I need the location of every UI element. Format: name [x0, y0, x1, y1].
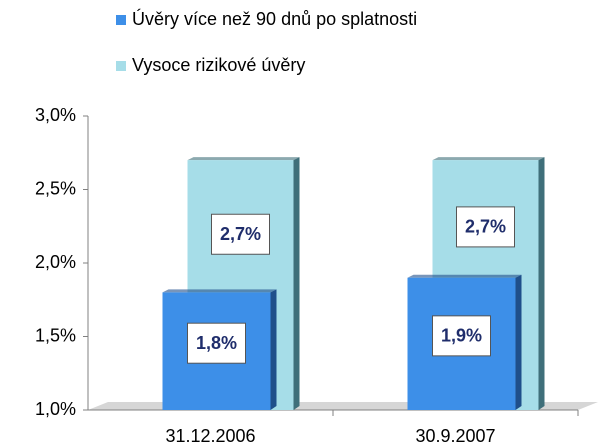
- bar-side: [293, 157, 300, 410]
- bar-side: [538, 157, 545, 410]
- value-label: 1,9%: [441, 326, 482, 346]
- value-label-box: [211, 213, 270, 255]
- bar-top: [187, 157, 300, 161]
- y-tick-label: 2,5%: [35, 178, 76, 198]
- value-label-box: [432, 315, 491, 357]
- bar-side: [270, 289, 277, 410]
- y-tick-label: 1,5%: [35, 325, 76, 345]
- legend-swatch: [116, 15, 126, 25]
- legend-label: Vysoce rizikové úvěry: [132, 55, 305, 75]
- bar-top: [162, 289, 277, 293]
- bar-side: [515, 274, 522, 410]
- y-tick-label: 1,0%: [35, 399, 76, 419]
- bar-top: [432, 157, 545, 161]
- value-label-box: [187, 322, 246, 364]
- legend-label: Úvěry více než 90 dnů po splatnosti: [132, 8, 417, 29]
- bar-top: [407, 274, 522, 278]
- value-label: 1,8%: [196, 333, 237, 353]
- legend-swatch: [116, 61, 126, 71]
- x-tick-label: 30.9.2007: [415, 426, 495, 446]
- y-tick-label: 2,0%: [35, 252, 76, 272]
- value-label: 2,7%: [220, 224, 261, 244]
- y-tick-label: 3,0%: [35, 105, 76, 125]
- value-label-box: [456, 206, 515, 248]
- value-label: 2,7%: [465, 217, 506, 237]
- x-tick-label: 31.12.2006: [165, 426, 255, 446]
